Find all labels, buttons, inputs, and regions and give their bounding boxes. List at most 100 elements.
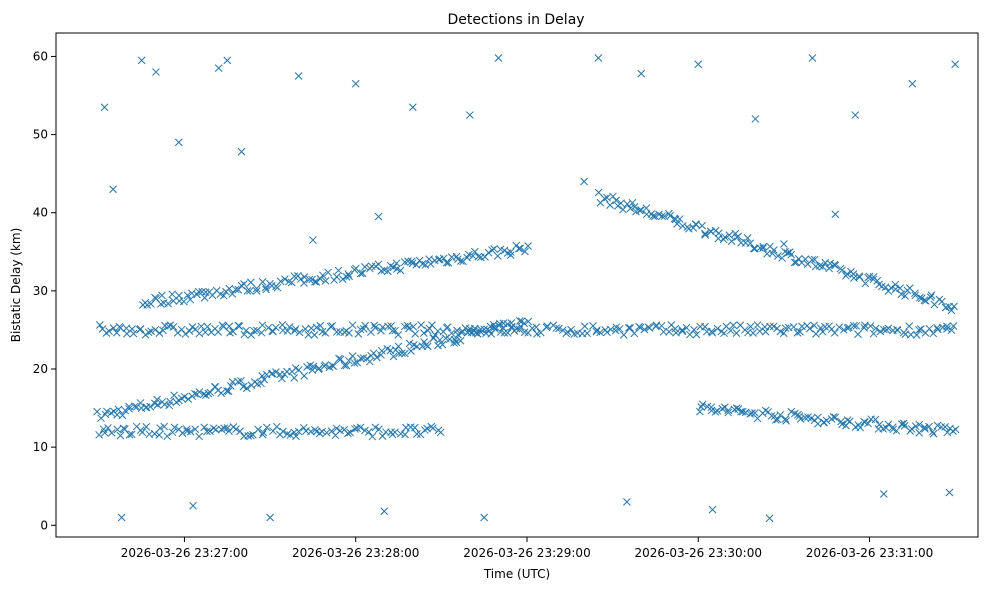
data-point <box>250 326 258 335</box>
data-point <box>751 409 759 417</box>
data-point <box>657 321 666 330</box>
data-point <box>843 324 852 332</box>
data-point <box>257 328 266 337</box>
data-point <box>309 362 318 371</box>
data-point <box>125 404 133 413</box>
data-point <box>746 322 755 331</box>
data-point <box>741 408 750 417</box>
data-point <box>197 322 206 331</box>
data-point <box>628 198 637 207</box>
data-point <box>95 430 103 439</box>
data-point <box>127 430 136 439</box>
data-point <box>142 423 151 431</box>
data-point <box>244 432 253 440</box>
data-point <box>596 328 605 337</box>
data-point <box>506 248 515 256</box>
data-point <box>304 330 313 339</box>
data-point <box>855 273 864 281</box>
data-point <box>882 423 891 432</box>
data-point <box>128 325 136 333</box>
data-point <box>494 54 503 62</box>
data-point <box>344 356 353 365</box>
data-point <box>370 321 379 330</box>
data-point <box>580 322 589 331</box>
data-point <box>630 203 639 211</box>
data-point <box>583 329 592 338</box>
data-point <box>672 328 680 337</box>
data-point <box>225 322 234 331</box>
data-point <box>316 321 325 330</box>
data-point <box>408 103 417 112</box>
data-point <box>168 290 177 299</box>
data-point <box>344 270 353 278</box>
data-point <box>734 232 743 241</box>
data-point <box>220 424 229 433</box>
data-point <box>163 432 172 441</box>
data-point <box>209 424 218 433</box>
data-point <box>378 346 386 355</box>
data-point <box>300 279 308 287</box>
data-point <box>169 323 178 331</box>
data-point <box>299 423 308 432</box>
data-point <box>357 354 365 363</box>
data-point <box>884 324 893 333</box>
data-point <box>444 258 453 267</box>
data-point <box>743 234 752 242</box>
y-axis: 0 10 20 30 40 50 60 <box>33 49 56 532</box>
data-point <box>701 229 709 238</box>
data-point <box>423 342 432 351</box>
data-point <box>694 60 703 69</box>
data-point <box>690 325 698 334</box>
data-point <box>170 423 179 432</box>
data-point <box>279 427 287 436</box>
data-point <box>350 359 359 367</box>
data-point <box>201 288 210 296</box>
data-point <box>410 423 419 432</box>
data-point <box>387 428 395 437</box>
data-point <box>603 328 611 337</box>
data-point <box>144 328 153 337</box>
data-point <box>195 432 203 441</box>
data-point <box>203 322 212 331</box>
data-point <box>721 233 729 241</box>
data-point <box>294 72 303 80</box>
data-point <box>659 327 668 336</box>
data-point <box>869 329 878 338</box>
chart-title: Detections in Delay <box>447 12 584 28</box>
data-point <box>195 388 204 396</box>
data-point <box>950 302 958 311</box>
data-point <box>933 323 941 332</box>
data-point <box>321 361 330 369</box>
data-point <box>640 325 649 334</box>
data-point <box>240 330 249 339</box>
data-point <box>276 277 285 286</box>
data-point <box>915 326 923 334</box>
data-point <box>808 54 817 62</box>
data-point <box>372 353 381 362</box>
data-point <box>943 324 951 333</box>
data-point <box>665 327 673 336</box>
data-point <box>184 395 193 403</box>
data-point <box>725 231 734 240</box>
data-point <box>262 423 271 432</box>
data-point <box>678 222 687 230</box>
data-point <box>146 402 155 411</box>
data-point <box>866 322 875 330</box>
data-point <box>831 261 840 270</box>
x-tick-label: 2026-03-26 23:27:00 <box>121 546 248 560</box>
data-point <box>180 392 189 401</box>
data-point <box>825 264 833 273</box>
data-point <box>901 291 909 300</box>
data-point <box>107 429 116 437</box>
data-point <box>332 424 341 433</box>
y-axis-label: Bistatic Delay (km) <box>9 228 23 343</box>
data-point <box>266 513 274 522</box>
data-point <box>438 340 447 349</box>
data-point <box>727 237 736 246</box>
data-point <box>129 329 138 338</box>
data-point <box>316 274 325 283</box>
data-point <box>759 244 767 253</box>
data-point <box>223 387 231 395</box>
data-point <box>567 325 575 334</box>
data-point <box>649 212 657 221</box>
